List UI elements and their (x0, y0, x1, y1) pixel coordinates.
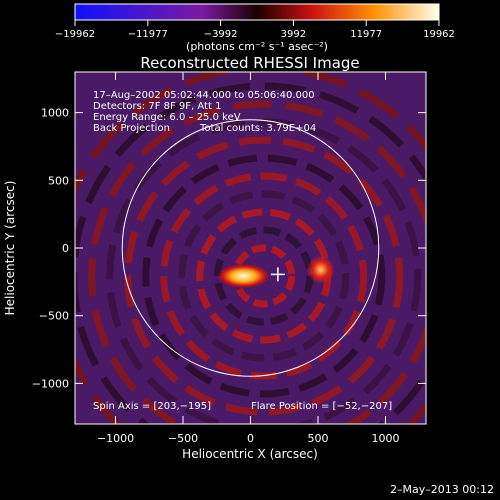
x-tick-label: −1000 (97, 432, 134, 445)
flare-position-label: Flare Position = [−52,−207] (251, 401, 392, 412)
sidelobe-ring (124, 136, 404, 416)
flare-source (217, 264, 270, 289)
flare-source (306, 255, 335, 284)
annotation-method: Back Projection (93, 123, 170, 134)
image-area (75, 72, 426, 424)
solar-limb-circle (121, 119, 380, 377)
flare-sources (217, 255, 335, 289)
colorbar-units: (photons cm⁻² s⁻¹ asec⁻²) (186, 40, 328, 53)
colorbar-tick-label: −3992 (204, 29, 238, 40)
y-tick-label: 0 (62, 242, 69, 255)
x-tick-label: 500 (308, 432, 329, 445)
x-axis-ticks: −1000 −500 0 500 1000 (97, 72, 400, 445)
x-tick-label: 1000 (372, 432, 400, 445)
sidelobe-ring (88, 100, 426, 424)
annotation-energy: Energy Range: 6.0 – 25.0 keV (93, 112, 241, 123)
footer-date: 2–May–2013 00:12 (390, 483, 494, 496)
y-axis-label: Heliocentric Y (arcsec) (3, 181, 17, 316)
colorbar-tick-label: 11977 (350, 29, 382, 40)
colorbar-ticks: −19962 −11977 −3992 3992 11977 19962 (55, 20, 455, 40)
sidelobe-rings (75, 72, 426, 424)
annotation-detectors: Detectors: 7F 8F 9F, Att 1 (93, 101, 221, 112)
sidelobe-ring (142, 154, 386, 398)
y-tick-label: −1000 (32, 377, 69, 390)
y-tick-label: 1000 (41, 107, 69, 120)
x-tick-label: 0 (247, 432, 254, 445)
colorbar-tick-label: −11977 (128, 29, 168, 40)
x-tick-label: −500 (168, 432, 198, 445)
colorbar-tick-label: 19962 (423, 29, 455, 40)
annotation-time: 17–Aug–2002 05:02:44.000 to 05:06:40.000 (93, 90, 315, 101)
y-tick-label: 500 (48, 174, 69, 187)
spin-axis-marker (270, 267, 285, 282)
annotation-total-counts: Total counts: 3.79E+04 (199, 123, 316, 134)
sidelobe-ring (178, 190, 350, 362)
y-tick-label: −500 (39, 310, 69, 323)
colorbar-tick-label: −19962 (55, 29, 95, 40)
x-axis-label: Heliocentric X (arcsec) (182, 447, 318, 461)
colorbar (74, 3, 440, 21)
spin-axis-label: Spin Axis = [203,−195] (93, 401, 211, 412)
chart-title: Reconstructed RHESSI Image (140, 54, 359, 72)
y-axis-ticks: −1000 −500 0 500 1000 (32, 107, 426, 390)
colorbar-tick-label: 3992 (281, 29, 306, 40)
sidelobe-ring (106, 118, 422, 424)
